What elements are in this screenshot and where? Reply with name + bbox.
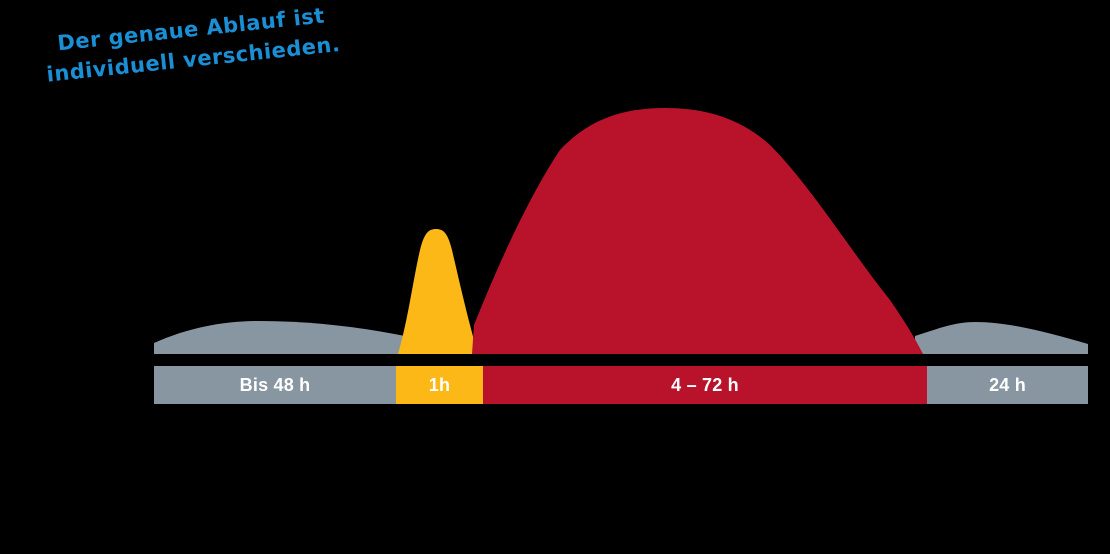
curve-red xyxy=(472,108,923,354)
segment-label: 4 – 72 h xyxy=(671,374,739,395)
timeline-bar: Bis 48 h 1h 4 – 72 h 24 h xyxy=(154,366,1088,404)
segment-24h: 24 h xyxy=(927,366,1088,404)
segment-label: 24 h xyxy=(989,374,1026,395)
curve-gray-right xyxy=(915,322,1088,354)
segment-label: Bis 48 h xyxy=(239,374,311,395)
segment-1h: 1h xyxy=(396,366,483,404)
segment-label: 1h xyxy=(428,374,451,395)
curve-gray-left xyxy=(154,321,405,354)
curve-yellow xyxy=(398,229,478,354)
segment-bis-48h: Bis 48 h xyxy=(154,366,396,404)
segment-4-72h: 4 – 72 h xyxy=(483,366,927,404)
